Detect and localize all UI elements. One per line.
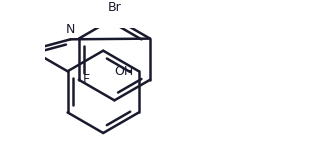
Text: Br: Br <box>108 1 121 14</box>
Text: N: N <box>66 23 75 36</box>
Text: OH: OH <box>114 65 133 78</box>
Text: F: F <box>83 73 90 86</box>
